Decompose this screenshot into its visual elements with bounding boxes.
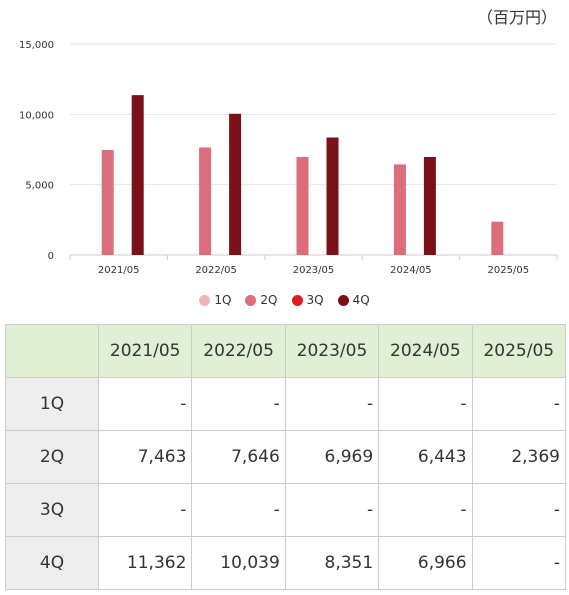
bar-4q — [423, 157, 436, 255]
legend-item-4q[interactable]: 4Q — [337, 293, 370, 307]
legend-item-1q[interactable]: 1Q — [199, 293, 231, 307]
row-label: 1Q — [5, 377, 99, 431]
legend-label-2q: 2Q — [260, 293, 278, 307]
table-cell: - — [97, 377, 193, 431]
row-label: 3Q — [5, 483, 99, 537]
bar-2q — [393, 164, 406, 255]
data-table: 2021/05 2022/05 2023/05 2024/05 2025/05 … — [5, 324, 567, 590]
table-corner-cell — [5, 324, 99, 378]
table-cell: 7,646 — [191, 430, 286, 484]
table-cell: 6,969 — [284, 430, 380, 484]
table-cell: - — [378, 377, 473, 431]
table-header-cell: 2023/05 — [284, 324, 380, 378]
bar-2q — [199, 147, 212, 255]
table-cell: 6,966 — [378, 536, 473, 590]
bar-4q — [326, 137, 339, 255]
legend-swatch-4q — [337, 294, 349, 306]
bar-chart: 0 5,000 10,000 15,000 2021/05 2022/05 2023/05 2… — [19, 40, 558, 276]
table-cell: - — [191, 483, 286, 537]
bar-4q — [131, 95, 144, 255]
table-cell: 7,463 — [97, 430, 193, 484]
table-cell: - — [284, 377, 380, 431]
table-row: 1Q - - - - - — [5, 377, 567, 431]
table-header-cell: 2022/05 — [191, 324, 286, 378]
table-cell: 2,369 — [471, 430, 567, 484]
y-tick-label: 15,000 — [19, 40, 54, 51]
legend-item-2q[interactable]: 2Q — [245, 293, 278, 307]
legend-item-3q[interactable]: 3Q — [291, 293, 324, 307]
x-tick-label: 2022/05 — [195, 265, 237, 276]
bar-2q — [101, 150, 114, 255]
table-cell: 6,443 — [378, 430, 473, 484]
legend-swatch-3q — [291, 294, 303, 306]
table-cell: - — [471, 536, 567, 590]
table-cell: - — [191, 377, 286, 431]
table-cell: - — [97, 483, 193, 537]
table-cell: - — [471, 483, 567, 537]
row-label: 4Q — [5, 536, 99, 590]
table-cell: - — [471, 377, 567, 431]
chart-legend: 1Q 2Q 3Q 4Q — [0, 293, 569, 307]
legend-swatch-2q — [245, 294, 257, 306]
y-tick-label: 5,000 — [25, 181, 54, 192]
table-cell: 10,039 — [191, 536, 286, 590]
bar-2q — [296, 156, 309, 255]
table-header-cell: 2025/05 — [471, 324, 567, 378]
legend-label-1q: 1Q — [214, 293, 232, 307]
x-tick-label: 2025/05 — [488, 265, 530, 276]
legend-swatch-1q — [199, 294, 211, 306]
x-tick-label: 2023/05 — [293, 265, 335, 276]
table-header-cell: 2021/05 — [97, 324, 193, 378]
table-cell: 11,362 — [97, 536, 193, 590]
y-tick-label: 10,000 — [19, 110, 54, 121]
bar-2q — [491, 221, 504, 255]
legend-label-3q: 3Q — [306, 293, 324, 307]
x-tick-label: 2021/05 — [98, 265, 140, 276]
table-cell: - — [378, 483, 473, 537]
unit-label: （百万円） — [476, 8, 557, 27]
table-cell: - — [284, 483, 380, 537]
table-cell: 8,351 — [284, 536, 380, 590]
table-header-row: 2021/05 2022/05 2023/05 2024/05 2025/05 — [5, 324, 567, 378]
y-tick-label: 0 — [48, 251, 54, 262]
bar-4q — [229, 113, 242, 256]
table-row: 2Q 7,463 7,646 6,969 6,443 2,369 — [5, 430, 567, 484]
row-label: 2Q — [5, 430, 99, 484]
x-tick-label: 2024/05 — [390, 265, 432, 276]
table-header-cell: 2024/05 — [378, 324, 473, 378]
table-row: 4Q 11,362 10,039 8,351 6,966 - — [5, 536, 567, 590]
legend-label-4q: 4Q — [352, 293, 370, 307]
table-row: 3Q - - - - - — [5, 483, 567, 537]
